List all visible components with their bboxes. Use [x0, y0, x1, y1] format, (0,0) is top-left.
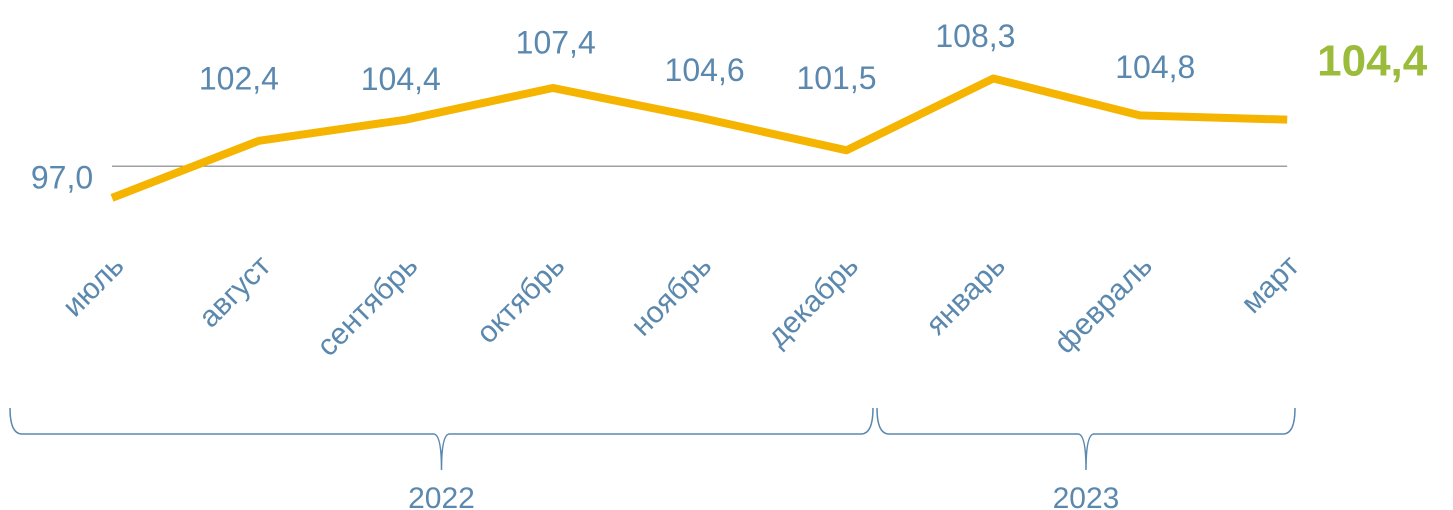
- x-tick-label: июль: [56, 249, 130, 323]
- data-label: 104,4: [1317, 36, 1428, 85]
- x-tick-label: ноябрь: [625, 249, 718, 342]
- group-bracket: [9, 407, 874, 471]
- x-tick-label: август: [193, 249, 278, 334]
- x-tick-label: март: [1235, 249, 1306, 320]
- line: [110, 74, 1288, 202]
- x-tick-label: декабрь: [761, 249, 865, 353]
- x-tick-label: февраль: [1048, 249, 1159, 360]
- data-label: 104,4: [361, 61, 441, 97]
- data-label: 101,5: [796, 60, 876, 96]
- group-label: 2023: [1053, 482, 1120, 510]
- group-label: 2022: [408, 482, 475, 510]
- data-label: 104,6: [665, 52, 745, 88]
- x-tick-label: октябрь: [470, 249, 571, 350]
- x-tick-label: сентябрь: [311, 249, 425, 363]
- group-bracket: [876, 407, 1296, 471]
- data-label: 107,4: [516, 24, 596, 60]
- data-label: 97,0: [31, 159, 93, 195]
- data-label: 104,8: [1115, 49, 1195, 85]
- data-label: 102,4: [199, 60, 279, 96]
- x-tick-label: январь: [920, 249, 1012, 341]
- data-label: 108,3: [935, 18, 1015, 54]
